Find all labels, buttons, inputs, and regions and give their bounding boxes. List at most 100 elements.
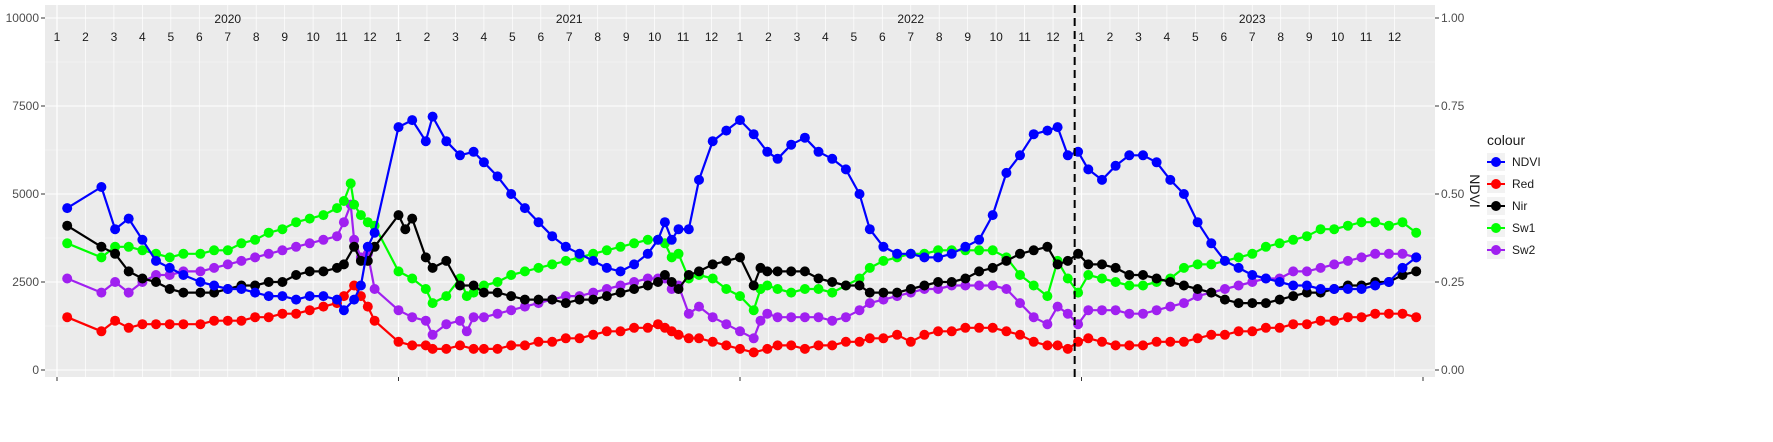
data-point-nir [974,266,985,277]
data-point-nir [854,280,865,291]
month-label: 2 [765,30,772,44]
month-label: 1 [395,30,402,44]
data-point-sw2 [1165,301,1176,312]
data-point-ndvi [236,284,247,294]
data-point-sw2 [291,241,302,252]
data-point-ndvi [840,164,851,175]
data-point-red [533,336,544,347]
data-point-sw2 [1138,308,1148,319]
legend-key-point [1491,201,1501,211]
data-point-sw1 [1015,270,1025,280]
data-point-sw2 [468,312,479,323]
data-point-sw1 [304,213,315,224]
data-point-sw1 [601,245,612,256]
year-label-2023: 2023 [1239,12,1266,26]
left-tick-label: 7500 [12,99,39,113]
data-point-sw2 [694,301,704,312]
data-point-nir [1411,266,1422,277]
data-point-ndvi [1274,277,1285,287]
data-point-sw1 [1397,217,1408,228]
data-point-ndvi [721,125,732,136]
data-point-nir [840,280,851,291]
data-point-red [1097,336,1107,347]
data-point-ndvi [653,234,663,245]
data-point-sw1 [137,245,148,256]
data-point-nir [250,280,261,291]
data-point-ndvi [209,280,220,291]
data-point-sw2 [427,329,438,340]
data-point-sw1 [492,277,503,287]
data-point-red [1342,312,1353,323]
data-point-red [519,340,530,351]
legend-items: NDVI Red Nir Sw1 Sw2 [1487,153,1541,259]
data-point-nir [195,287,206,298]
data-point-sw1 [1370,217,1381,228]
data-point-red [1315,315,1326,326]
data-point-red [1219,329,1230,340]
left-tick-label: 5000 [12,187,39,201]
data-point-red [601,326,612,337]
data-point-sw1 [1274,238,1285,249]
data-point-sw2 [864,298,875,309]
data-point-nir [506,291,517,302]
data-point-red [642,322,653,333]
data-point-ndvi [1233,262,1244,273]
data-point-sw2 [1110,305,1121,316]
data-point-sw1 [1383,220,1394,231]
data-point-ndvi [748,129,759,140]
data-point-ndvi [1315,284,1326,294]
data-point-nir [987,262,998,273]
data-point-sw2 [209,262,220,273]
data-point-red [407,340,418,351]
data-point-nir [533,294,544,305]
data-point-sw2 [799,312,810,323]
data-point-sw1 [748,305,759,316]
data-point-red [195,319,206,330]
data-point-ndvi [291,294,302,305]
data-point-red [974,322,985,333]
data-point-red [1124,340,1135,351]
right-tick-label: 0.75 [1441,99,1465,113]
bottom-x-axis [56,377,1424,381]
data-point-sw2 [1329,259,1340,270]
month-label: 12 [1046,30,1060,44]
data-point-red [799,343,810,354]
month-label: 8 [936,30,943,44]
data-point-red [1083,333,1094,344]
data-point-sw2 [878,294,889,305]
year-label-2022: 2022 [897,12,924,26]
data-point-red [1165,336,1176,347]
data-point-ndvi [799,132,810,143]
data-point-ndvi [1028,129,1039,140]
data-point-sw2 [1062,308,1073,319]
data-point-ndvi [933,252,944,263]
data-point-ndvi [707,136,718,147]
data-point-ndvi [478,157,489,168]
legend-title: colour [1487,132,1525,148]
month-label: 12 [705,30,719,44]
data-point-ndvi [1178,189,1189,199]
data-point-ndvi [338,305,349,316]
data-point-sw2 [263,248,274,259]
legend-label-red: Red [1512,177,1534,191]
data-point-sw1 [332,203,342,214]
data-point-nir [707,259,718,270]
data-point-red [547,336,558,347]
month-label: 11 [335,30,348,44]
data-point-sw1 [1288,234,1299,245]
data-point-sw1 [110,241,121,252]
month-label: 3 [111,30,118,44]
data-point-nir [137,273,148,284]
data-point-ndvi [786,139,797,150]
data-point-nir [1083,259,1094,270]
data-point-nir [277,277,288,287]
data-point-red [1397,308,1408,319]
data-point-ndvi [1015,150,1025,161]
data-point-nir [762,266,773,277]
data-point-nir [209,287,220,298]
legend-item-ndvi: NDVI [1487,153,1541,171]
data-point-sw2 [772,312,783,323]
data-point-sw2 [506,305,517,316]
data-point-sw2 [277,245,288,256]
data-point-nir [588,294,599,305]
